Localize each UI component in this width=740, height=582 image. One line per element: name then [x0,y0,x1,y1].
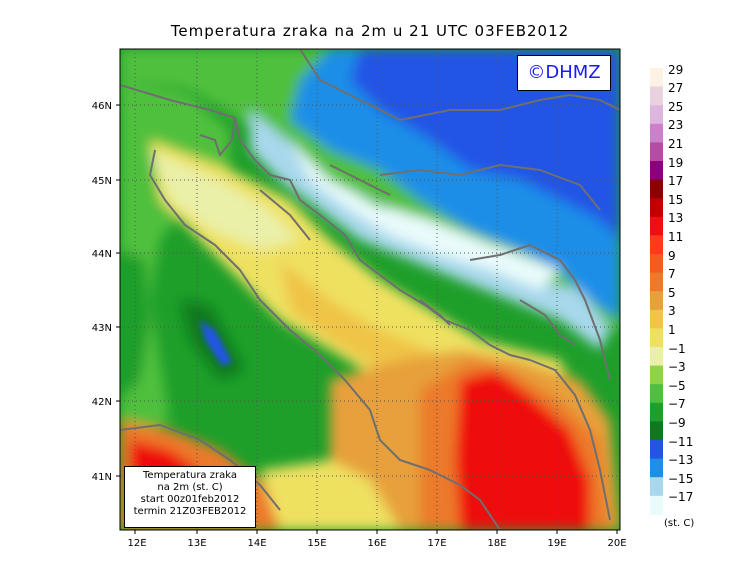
colorbar-label: −3 [668,360,686,375]
colorbar-label: 21 [668,137,684,151]
colorbar-label: 27 [668,81,684,96]
info-line: start 00z01feb2012 [140,494,240,505]
coastlines [120,49,620,530]
colorbar-label: 5 [668,285,676,300]
colorbar-swatch [650,272,663,292]
colorbar-swatch [650,123,663,143]
colorbar-swatch [650,198,663,218]
lat-label: 44N [92,249,112,260]
colorbar-swatch [650,235,663,255]
lon-label: 16E [367,538,386,549]
colorbar-swatch [650,402,663,422]
colorbar-unit: (st. C) [664,518,695,529]
colorbar-label: 17 [668,174,684,189]
colorbar-swatch [650,384,663,404]
colorbar-label: 9 [668,248,676,263]
colorbar [650,68,663,515]
map-title: Temperatura zraka na 2m u 21 UTC 03FEB20… [170,22,570,40]
colorbar-swatch [650,68,663,88]
colorbar-label: 25 [668,99,684,114]
lon-label: 12E [127,538,146,549]
colorbar-swatch [650,458,663,478]
info-line: Temperatura zraka [143,470,237,481]
lat-label: 46N [92,101,112,112]
colorbar-swatch [650,161,663,181]
info-box: Temperatura zraka na 2m (st. C) start 00… [124,466,256,528]
colorbar-swatch [650,421,663,441]
credit-badge: ©DHMZ [517,55,611,91]
colorbar-swatch [650,142,663,162]
colorbar-label: 7 [668,267,676,282]
info-line: termin 21Z03FEB2012 [133,506,247,517]
colorbar-swatch [650,291,663,311]
lat-label: 43N [92,323,112,334]
colorbar-label: −1 [668,341,686,356]
colorbar-swatch [650,365,663,385]
lat-label: 45N [92,176,112,187]
colorbar-label: 15 [668,192,684,207]
colorbar-label: 3 [668,304,676,319]
colorbar-label: 19 [668,155,684,170]
colorbar-label: 13 [668,211,684,226]
temperature-field [120,49,620,530]
colorbar-label: 1 [668,323,676,337]
lon-label: 13E [187,538,206,549]
colorbar-swatch [650,105,663,125]
colorbar-label: −5 [668,378,686,393]
colorbar-swatch [650,216,663,236]
colorbar-label: 23 [668,118,684,133]
lon-label: 19E [547,538,566,549]
lat-lon-grid [120,49,620,530]
colorbar-swatch [650,254,663,274]
colorbar-swatch [650,179,663,199]
colorbar-label: −13 [668,453,694,468]
colorbar-swatch [650,440,663,460]
lon-label: 15E [307,538,326,549]
lat-label: 42N [92,397,112,408]
colorbar-swatch [650,309,663,329]
lon-label: 20E [607,538,626,549]
colorbar-swatch [650,86,663,106]
colorbar-swatch [650,328,663,348]
lon-label: 18E [487,538,506,549]
colorbar-swatch [650,495,663,515]
colorbar-label: −11 [668,434,694,449]
colorbar-swatch [650,347,663,367]
colorbar-label: −9 [668,416,686,430]
info-line: na 2m (st. C) [157,482,223,493]
colorbar-label: −7 [668,397,686,412]
colorbar-label: −17 [668,490,694,505]
colorbar-label: 11 [668,230,684,244]
lat-label: 41N [92,472,112,483]
colorbar-label: −15 [668,471,694,486]
colorbar-swatch [650,477,663,497]
lon-label: 14E [247,538,266,549]
colorbar-label: 29 [668,62,684,77]
lon-label: 17E [427,538,446,549]
